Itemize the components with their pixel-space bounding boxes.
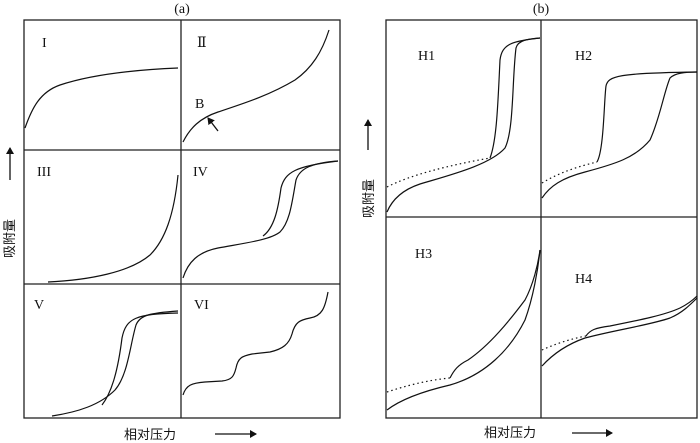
panel-a-ylabel: 吸附量 (3, 219, 18, 258)
panel-b-xlabel: 相对压力 (484, 426, 536, 441)
panel-a-xlabel: 相对压力 (124, 428, 176, 443)
type-H2-label: H2 (575, 49, 592, 64)
type-III-label: III (37, 165, 51, 180)
type-H2-dotted (541, 161, 598, 184)
type-IV-label: IV (193, 165, 208, 180)
type-H3-label: H3 (415, 247, 432, 262)
type-H4-adsorption (541, 297, 698, 367)
type-H4-desorption (585, 295, 698, 337)
type-I-label: I (42, 36, 47, 51)
type-IV-desorption (262, 160, 339, 237)
type-H3-adsorption (386, 249, 541, 411)
panel-a-caption: (a) (174, 2, 190, 17)
type-III-curve (47, 174, 179, 283)
point-B-label: B (195, 97, 204, 112)
type-V-adsorption (51, 310, 179, 417)
type-VI-label: VI (194, 298, 209, 313)
type-I-curve (24, 67, 179, 129)
panel-b-ylabel: 吸附量 (362, 179, 377, 218)
panel-a: (a) I Ⅱ B III IV V VI 吸附量 相对压力 (3, 2, 341, 443)
point-B-arrow (207, 117, 219, 132)
type-II-label: Ⅱ (197, 36, 207, 51)
panel-a-frame (23, 19, 341, 419)
type-H1-label: H1 (418, 49, 435, 64)
type-H3-dotted (386, 377, 451, 393)
type-H1-adsorption (386, 37, 541, 213)
type-V-label: V (34, 298, 44, 313)
type-V-desorption (101, 312, 179, 406)
type-H3-desorption (449, 249, 541, 379)
panel-b: (b) H1 H2 H3 H4 吸附量 相对压力 (362, 2, 698, 441)
type-IV-adsorption (182, 160, 339, 279)
type-H2-adsorption (541, 71, 698, 199)
type-H1-dotted (386, 157, 491, 188)
type-II-curve (182, 29, 330, 143)
type-VI-curve (182, 291, 329, 396)
type-H1-desorption (489, 37, 541, 159)
panel-b-caption: (b) (533, 2, 550, 17)
type-H2-desorption (596, 71, 698, 163)
type-H4-label: H4 (575, 272, 592, 287)
